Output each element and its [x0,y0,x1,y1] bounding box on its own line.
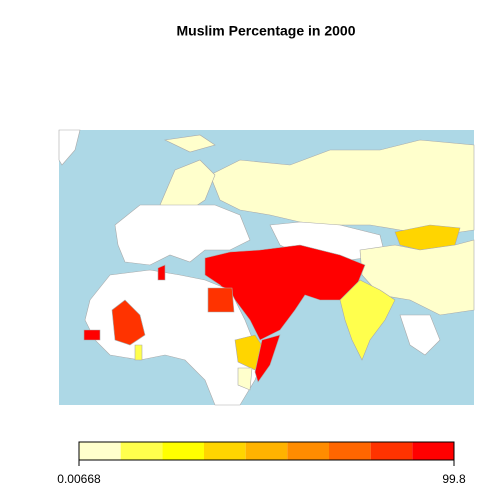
land [58,129,81,166]
land [157,264,166,281]
legend-swatch [245,442,288,460]
legend: 0.00668 99.8 [57,441,466,486]
legend-frame [78,441,455,461]
legend-swatch [329,442,371,460]
land [339,279,396,361]
legend-tick-label: 99.8 [442,472,466,486]
legend-swatch [204,442,246,460]
land [163,134,216,153]
map-title: Muslim Percentage in 2000 [177,23,356,39]
legend-swatch [120,442,163,460]
legend-tick-label: 0.00668 [57,472,101,486]
legend-swatch [79,442,121,460]
map [58,129,475,406]
land [237,367,253,391]
legend-swatch [370,442,413,460]
legend-swatch [162,442,204,460]
land [207,287,235,313]
land [254,334,281,383]
land [111,299,146,346]
land [399,314,441,356]
land [83,329,101,341]
land [114,204,251,266]
legend-swatch [412,442,454,460]
legend-swatch [287,442,329,460]
land [134,344,143,361]
